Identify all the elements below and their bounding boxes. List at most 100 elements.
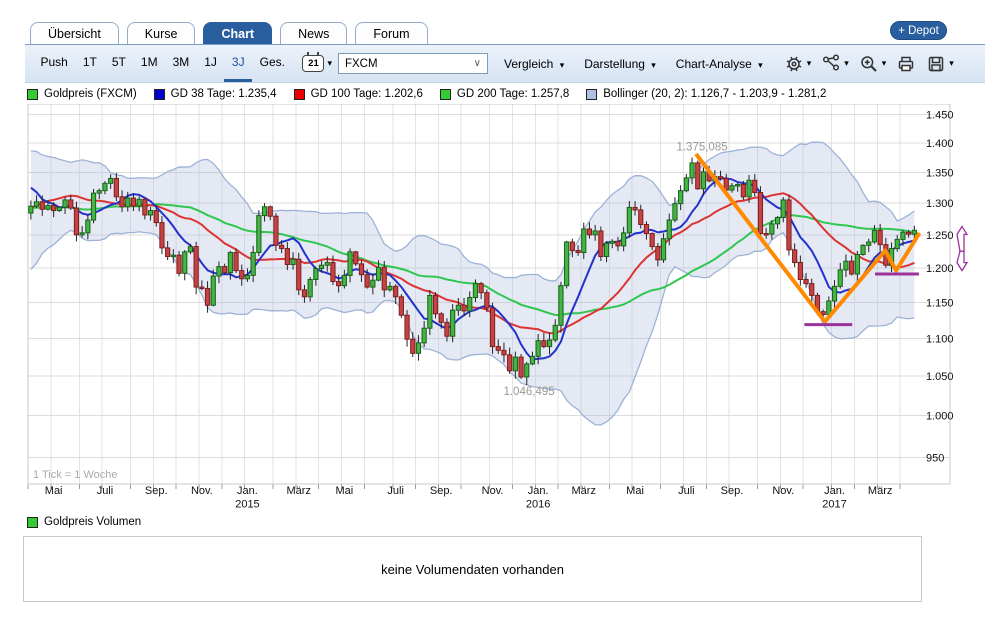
settings-button[interactable]: ▾ (784, 54, 812, 74)
legend-item-4: Bollinger (20, 2): 1.126,7 - 1.203,9 - 1… (586, 88, 826, 100)
y-axis-label: 1.100 (926, 333, 954, 345)
menu-darstellung[interactable]: Darstellung ▾ (584, 56, 656, 71)
tab-übersicht[interactable]: Übersicht (30, 22, 119, 45)
tab-bar: Übersicht Kurse Chart News Forum (30, 20, 428, 45)
chart-grid (27, 104, 951, 489)
y-axis-label: 1.150 (926, 297, 954, 309)
x-axis-label: März (287, 485, 311, 497)
y-axis-label: 1.450 (926, 110, 954, 122)
period-push[interactable]: Push (40, 55, 68, 69)
instrument-select[interactable]: FXCM ∨ (337, 53, 488, 74)
chevron-down-icon: ▾ (327, 58, 332, 68)
settings-icon (786, 56, 802, 71)
x-axis-label: Sep. (721, 485, 744, 497)
price-chart-svg: 1.375,085 1.046,495 1 Tick = 1 Woche 1.450 1… (27, 104, 969, 511)
x-axis-label: Jan. (237, 485, 258, 497)
x-axis-year-label: 2015 (235, 499, 259, 511)
menu-vergleich[interactable]: Vergleich ▾ (503, 56, 565, 71)
volume-legend: Goldpreis Volumen (27, 514, 141, 530)
period-1m[interactable]: 1M (140, 55, 158, 69)
trendline-drawing[interactable] (694, 152, 922, 324)
period-ges-[interactable]: Ges. (259, 55, 285, 69)
chevron-down-icon: ∨ (473, 58, 481, 69)
no-volume-message: keine Volumendaten vorhanden (381, 561, 564, 577)
depot-button[interactable]: + Depot (890, 21, 947, 40)
period-1t[interactable]: 1T (82, 55, 97, 69)
y-axis-label: 1.200 (926, 263, 954, 275)
x-axis-year-label: 2017 (822, 499, 846, 511)
print-button[interactable] (896, 54, 916, 74)
legend-swatch (586, 88, 598, 100)
peak-price-label: 1.375,085 (676, 142, 727, 154)
gd200-line (30, 203, 915, 317)
tick-interval-note: 1 Tick = 1 Woche (33, 469, 117, 481)
share-button[interactable]: ▾ (821, 53, 849, 74)
gd38-line (30, 177, 915, 361)
x-axis-label: Nov. (191, 485, 213, 497)
legend-item-2: GD 100 Tage: 1.202,6 (293, 88, 423, 100)
period-1j[interactable]: 1J (204, 55, 217, 69)
calendar-button[interactable]: 21 ▾ (302, 52, 332, 72)
price-arrow-up[interactable] (956, 225, 969, 252)
tab-forum[interactable]: Forum (355, 22, 428, 45)
legend-item-1: GD 38 Tage: 1.235,4 (153, 88, 277, 100)
volume-panel: keine Volumendaten vorhanden (23, 536, 922, 602)
tab-chart[interactable]: Chart (203, 22, 273, 45)
print-icon (899, 56, 914, 71)
y-axis-label: 1.400 (926, 138, 954, 150)
legend-item-0: Goldpreis (FXCM) (27, 88, 137, 100)
legend-label: GD 38 Tage: 1.235,4 (170, 88, 277, 100)
chevron-down-icon: ▾ (844, 58, 849, 68)
x-axis-label: März (868, 485, 892, 497)
period-3m[interactable]: 3M (172, 55, 190, 69)
y-axis-label: 1.050 (926, 371, 954, 383)
chevron-down-icon: ▾ (559, 59, 565, 70)
x-axis-label: Mai (335, 485, 353, 497)
legend-label: Bollinger (20, 2): 1.126,7 - 1.203,9 - 1… (603, 88, 827, 100)
x-axis-year-label: 2016 (526, 499, 550, 511)
volume-legend-swatch (27, 516, 38, 528)
x-axis-label: Nov. (772, 485, 794, 497)
period-selector: Push 1T 5T 1M 3M 1J 3J Ges. (33, 45, 292, 82)
tab-kurse[interactable]: Kurse (126, 22, 196, 45)
tab-news[interactable]: News (280, 22, 348, 45)
legend-swatch (153, 88, 165, 100)
menu-chart-analyse[interactable]: Chart-Analyse ▾ (675, 56, 763, 71)
gd100-line (30, 192, 915, 335)
legend-swatch (439, 88, 451, 100)
chevron-down-icon: ▾ (651, 59, 656, 70)
main-toolbar: Push 1T 5T 1M 3M 1J 3J Ges. 21 ▾ FXCM ∨ Verglei… (25, 44, 985, 83)
x-axis-label: Jan. (824, 485, 845, 497)
toolbar-icons: ▾ ▾ ▾ ▾ (779, 53, 959, 74)
x-axis-label: Juli (678, 485, 695, 497)
x-axis-label: Nov. (482, 485, 504, 497)
legend-label: GD 200 Tage: 1.257,8 (456, 88, 570, 100)
period-3j[interactable]: 3J (224, 45, 253, 82)
y-axis-label: 1.300 (926, 198, 954, 210)
zoom-in-button[interactable]: ▾ (859, 54, 887, 74)
period-5t[interactable]: 5T (111, 55, 126, 69)
calendar-icon: 21 (302, 52, 325, 72)
chevron-down-icon: ▾ (758, 59, 763, 70)
legend-label: Goldpreis (FXCM) (44, 88, 137, 100)
x-axis-label: Mai (45, 485, 63, 497)
save-button[interactable]: ▾ (926, 54, 954, 74)
legend-swatch (27, 88, 38, 100)
y-axis-label: 1.250 (926, 230, 954, 242)
legend-swatch (293, 88, 305, 100)
toolbar-menus: Vergleich ▾ Darstellung ▾ Chart-Analyse ▾ (494, 57, 773, 71)
trough-price-label: 1.046,495 (503, 386, 554, 398)
chevron-down-icon: ▾ (881, 58, 887, 68)
x-axis-label: Sep. (430, 485, 453, 497)
x-axis-label: Jan. (528, 485, 549, 497)
share-icon (823, 53, 840, 71)
x-axis-label: Mai (626, 485, 644, 497)
chevron-down-icon: ▾ (949, 58, 954, 68)
x-axis-label: Sep. (145, 485, 168, 497)
y-axis-label: 1.350 (926, 167, 954, 179)
price-arrow-down[interactable] (956, 250, 969, 272)
legend-item-3: GD 200 Tage: 1.257,8 (439, 88, 570, 100)
legend-label: GD 100 Tage: 1.202,6 (310, 88, 423, 100)
chevron-down-icon: ▾ (806, 58, 812, 68)
